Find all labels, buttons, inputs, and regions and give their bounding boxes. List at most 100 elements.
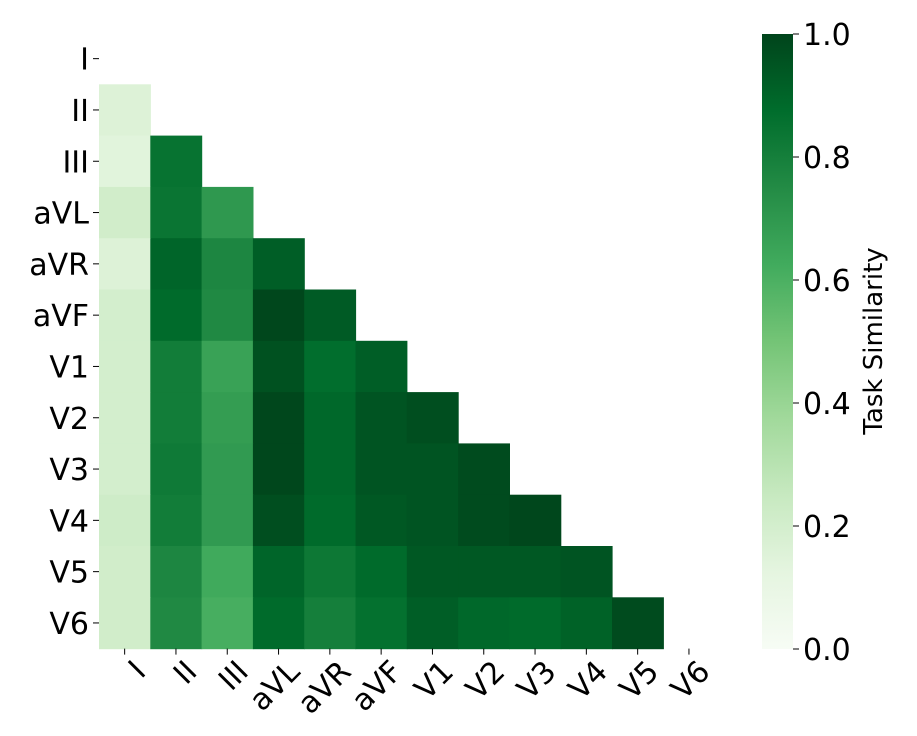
heatmap-cell-aVR-aVL bbox=[252, 238, 305, 291]
heatmap-cell-V2-II bbox=[150, 392, 203, 444]
colorbar: 0.0 0.2 0.4 0.6 0.8 1.0 Task Similarity bbox=[762, 18, 889, 668]
heatmap-cell-aVL-I bbox=[99, 186, 151, 239]
colorbar-tick-label: 0.8 bbox=[803, 141, 851, 176]
heatmap-cells bbox=[99, 84, 664, 650]
heatmap-cell-V2-I bbox=[99, 392, 151, 444]
heatmap-cell-V5-V4 bbox=[560, 546, 613, 598]
heatmap-cell-V6-V4 bbox=[560, 597, 613, 650]
x-tick-label: aVF bbox=[345, 654, 409, 718]
heatmap-cell-V4-II bbox=[150, 494, 203, 547]
heatmap-cell-V6-III bbox=[201, 597, 254, 650]
x-tick-label: V6 bbox=[665, 654, 718, 707]
y-tick-label: aVR bbox=[29, 248, 89, 283]
heatmap-cell-V1-aVR bbox=[304, 340, 357, 393]
heatmap-cell-aVR-II bbox=[150, 238, 203, 291]
heatmap-cell-V4-aVR bbox=[304, 494, 357, 547]
y-tick-label: aVL bbox=[33, 197, 89, 232]
heatmap-cell-V2-aVL bbox=[252, 392, 305, 444]
heatmap-cell-V5-I bbox=[99, 546, 151, 598]
heatmap-cell-aVL-II bbox=[150, 186, 203, 239]
heatmap-cell-V6-I bbox=[99, 597, 151, 650]
heatmap-cell-V2-aVF bbox=[355, 392, 408, 444]
heatmap-cell-V6-aVR bbox=[304, 597, 357, 650]
heatmap-cell-V3-aVL bbox=[252, 443, 305, 496]
colorbar-tick-label: 0.4 bbox=[803, 387, 851, 422]
heatmap-cell-V6-aVL bbox=[252, 597, 305, 650]
heatmap-cell-V5-aVR bbox=[304, 546, 357, 598]
heatmap-cell-aVR-I bbox=[99, 238, 151, 291]
heatmap-cell-V2-aVR bbox=[304, 392, 357, 444]
y-tick-label: II bbox=[71, 94, 89, 129]
heatmap-cell-V5-V3 bbox=[509, 546, 562, 598]
heatmap-cell-V1-III bbox=[201, 340, 254, 393]
heatmap-cell-V5-III bbox=[201, 546, 254, 598]
heatmap-cell-V6-V1 bbox=[406, 597, 459, 650]
heatmap-cell-V6-II bbox=[150, 597, 203, 650]
heatmap-cell-aVF-III bbox=[201, 289, 254, 342]
heatmap-cell-V1-aVF bbox=[355, 340, 408, 393]
x-tick-label: V3 bbox=[511, 654, 564, 707]
colorbar-label: Task Similarity bbox=[859, 247, 889, 435]
heatmap-cell-V1-I bbox=[99, 340, 151, 393]
heatmap-cell-V4-V2 bbox=[458, 494, 510, 547]
colorbar-tick-label: 0.0 bbox=[803, 633, 851, 668]
heatmap-cell-V5-V1 bbox=[406, 546, 459, 598]
y-tick-label: V6 bbox=[49, 607, 89, 642]
heatmap-cell-V1-II bbox=[150, 340, 203, 393]
heatmap-cell-V6-V5 bbox=[612, 597, 664, 650]
heatmap-cell-V4-I bbox=[99, 494, 151, 547]
heatmap-cell-V4-V3 bbox=[509, 494, 562, 547]
heatmap-cell-V3-II bbox=[150, 443, 203, 496]
x-tick-label: I bbox=[122, 654, 153, 685]
y-tick-label: V2 bbox=[49, 402, 89, 437]
heatmap-cell-V3-I bbox=[99, 443, 151, 496]
x-tick-label: V2 bbox=[459, 654, 512, 707]
y-tick-label: V3 bbox=[49, 453, 89, 488]
heatmap-cell-V3-V2 bbox=[458, 443, 510, 496]
heatmap-cell-V4-III bbox=[201, 494, 254, 547]
heatmap-cell-V1-aVL bbox=[252, 340, 305, 393]
y-tick-label: aVF bbox=[33, 299, 89, 334]
heatmap-cell-III-II bbox=[150, 135, 203, 188]
heatmap-cell-V2-V1 bbox=[406, 392, 459, 444]
heatmap-cell-V5-V2 bbox=[458, 546, 510, 598]
heatmap-cell-V5-aVF bbox=[355, 546, 408, 598]
heatmap-cell-V3-aVR bbox=[304, 443, 357, 496]
x-tick-label: V5 bbox=[613, 654, 666, 707]
heatmap-cell-V3-aVF bbox=[355, 443, 408, 496]
colorbar-tick-label: 0.2 bbox=[803, 510, 851, 545]
heatmap-cell-V5-aVL bbox=[252, 546, 305, 598]
heatmap-cell-V5-II bbox=[150, 546, 203, 598]
heatmap-cell-V4-aVF bbox=[355, 494, 408, 547]
heatmap-cell-V2-III bbox=[201, 392, 254, 444]
heatmap-cell-III-I bbox=[99, 135, 151, 188]
heatmap-cell-V4-aVL bbox=[252, 494, 305, 547]
heatmap-cell-aVL-III bbox=[201, 186, 254, 239]
y-tick-label: V1 bbox=[49, 350, 89, 385]
heatmap-cell-V6-V3 bbox=[509, 597, 562, 650]
heatmap-cell-aVR-III bbox=[201, 238, 254, 291]
heatmap-cell-aVF-I bbox=[99, 289, 151, 342]
heatmap-cell-V6-aVF bbox=[355, 597, 408, 650]
heatmap-cell-II-I bbox=[99, 84, 151, 137]
y-tick-label: V4 bbox=[49, 504, 89, 539]
x-tick-label: II bbox=[167, 654, 204, 691]
heatmap-cell-aVF-aVL bbox=[252, 289, 305, 342]
y-tick-label: V5 bbox=[49, 556, 89, 591]
heatmap-cell-aVF-II bbox=[150, 289, 203, 342]
colorbar-tick-label: 0.6 bbox=[803, 264, 851, 299]
x-tick-label: aVR bbox=[291, 654, 358, 721]
colorbar-tick-label: 1.0 bbox=[803, 18, 851, 53]
heatmap-cell-V6-V2 bbox=[458, 597, 510, 650]
heatmap-cell-V3-III bbox=[201, 443, 254, 496]
y-tick-label: III bbox=[62, 145, 89, 180]
y-tick-label: I bbox=[80, 43, 89, 78]
heatmap-cell-aVF-aVR bbox=[304, 289, 357, 342]
x-tick-label: aVL bbox=[243, 654, 307, 718]
heatmap-cell-V4-V1 bbox=[406, 494, 459, 547]
heatmap-cell-V3-V1 bbox=[406, 443, 459, 496]
colorbar-gradient bbox=[762, 34, 793, 649]
